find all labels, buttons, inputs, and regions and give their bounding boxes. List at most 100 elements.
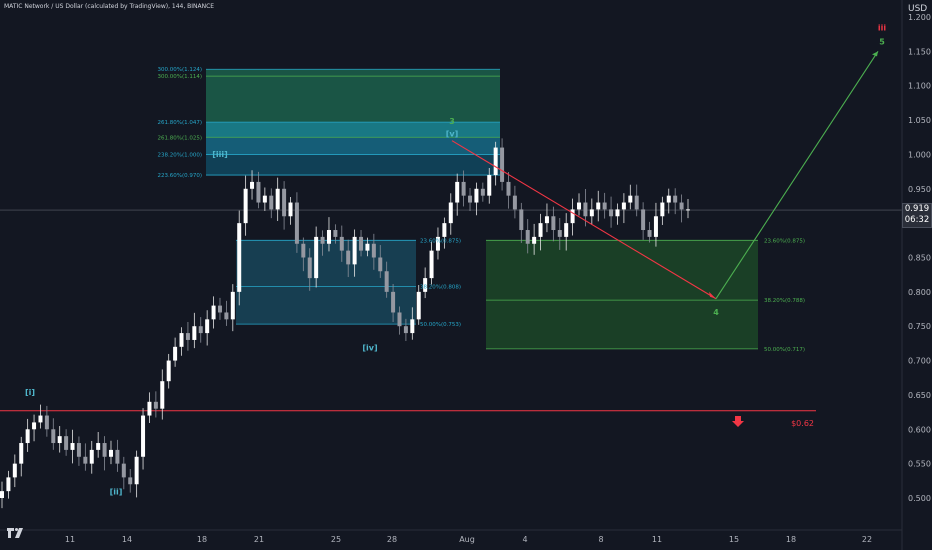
candle-body: [6, 477, 11, 492]
candle-body: [237, 223, 242, 292]
candle-body: [634, 195, 639, 210]
candle-body: [551, 216, 556, 231]
candle-body: [461, 181, 466, 196]
candle-body: [512, 195, 517, 210]
candle-body: [583, 202, 588, 217]
candle-body: [141, 415, 146, 457]
y-tick-label: 0.950: [908, 185, 931, 194]
candle-body: [397, 312, 402, 327]
fib-level-label: 300.00%(1.124): [157, 67, 202, 73]
candle-body: [326, 230, 331, 244]
candle-body: [269, 195, 274, 210]
x-tick-label: 22: [862, 535, 872, 544]
candle-body: [89, 449, 94, 464]
candle-body: [410, 319, 415, 334]
candle-body: [442, 223, 447, 237]
candle-body: [519, 209, 524, 231]
candle-body: [346, 250, 351, 265]
candle-body: [198, 326, 203, 334]
candle-body: [653, 216, 658, 237]
candle-body: [647, 230, 652, 237]
wave-label: [v]: [446, 130, 459, 139]
candle-body: [525, 230, 530, 244]
fib-level-label: 238.20%(1.000): [157, 152, 202, 158]
candle-body: [44, 415, 49, 430]
y-tick-label: 1.000: [908, 150, 931, 159]
x-tick-label: 14: [122, 535, 132, 544]
wave-label: [i]: [25, 388, 35, 397]
candle-body: [429, 250, 434, 279]
candle-body: [544, 216, 549, 224]
projection-line-down: [451, 140, 717, 300]
candle-body: [121, 463, 126, 478]
candle-body: [173, 346, 178, 361]
candle-body: [532, 236, 537, 244]
fib-level-label: 50.00%(0.717): [764, 347, 805, 353]
wave-label: [ii]: [110, 488, 123, 497]
candle-body: [19, 443, 24, 464]
candle-body: [32, 422, 37, 430]
candle-body: [487, 175, 492, 196]
candle-body: [179, 333, 184, 347]
candle-body: [557, 230, 562, 237]
candle-body: [83, 456, 88, 464]
candle-body: [666, 195, 671, 203]
candle-body: [333, 230, 338, 237]
candle-body: [641, 209, 646, 231]
candle-body: [12, 463, 17, 478]
candle-body: [679, 202, 684, 210]
candle-body: [474, 188, 479, 203]
down-arrow-icon: [732, 416, 744, 427]
candle-body: [506, 181, 511, 196]
candle-body: [217, 305, 222, 313]
fib-level-label: 38.20%(0.788): [764, 298, 805, 304]
fib-zone-upper-blue: [206, 137, 500, 155]
fib-zone-upper-teal: [206, 122, 500, 138]
candle-body: [160, 381, 165, 409]
x-tick-label: 11: [65, 535, 75, 544]
candle-body: [0, 491, 4, 498]
wave-label: [iii]: [212, 150, 228, 159]
candle-body: [602, 202, 607, 210]
y-tick-label: 0.550: [908, 460, 931, 469]
support-label: $0.62: [791, 419, 814, 428]
x-tick-label: 11: [652, 535, 662, 544]
x-tick-label: 4: [522, 535, 527, 544]
candle-body: [250, 181, 255, 189]
candle-body: [307, 257, 312, 279]
candle-body: [185, 333, 190, 340]
candle-body: [615, 209, 620, 217]
fib-level-label: 261.80%(1.047): [157, 120, 202, 126]
arrowhead-icon: [709, 291, 716, 299]
candle-body: [352, 236, 357, 265]
fib-zone-upper-dark: [206, 154, 500, 176]
y-tick-label: 0.650: [908, 391, 931, 400]
candle-body: [243, 188, 248, 224]
candle-body: [153, 401, 158, 409]
candle-body: [282, 188, 287, 217]
fib-level-label: 300.00%(1.114): [157, 74, 202, 80]
candle-body: [686, 209, 690, 211]
tradingview-logo-icon: [7, 528, 23, 538]
arrowhead-icon: [872, 51, 878, 57]
fib-zone-middle: [236, 240, 416, 325]
fib-level-label: 50.00%(0.753): [420, 322, 461, 328]
candle-body: [147, 401, 152, 416]
candle-body: [76, 443, 81, 457]
candle-body: [339, 236, 344, 251]
candle-body: [468, 195, 473, 203]
x-tick-label: 21: [254, 535, 264, 544]
candle-body: [628, 195, 633, 203]
y-tick-label: 0.600: [908, 425, 931, 434]
candle-body: [538, 223, 543, 237]
x-tick-label: 28: [387, 535, 397, 544]
candle-body: [205, 319, 210, 334]
candle-body: [365, 243, 370, 251]
fib-level-label: 23.60%(0.875): [764, 238, 805, 244]
candle-body: [564, 223, 569, 237]
candle-body: [314, 236, 319, 279]
candle-body: [301, 243, 306, 258]
chart-title: MATIC Network / US Dollar (calculated by…: [4, 3, 215, 10]
candle-body: [275, 188, 280, 210]
